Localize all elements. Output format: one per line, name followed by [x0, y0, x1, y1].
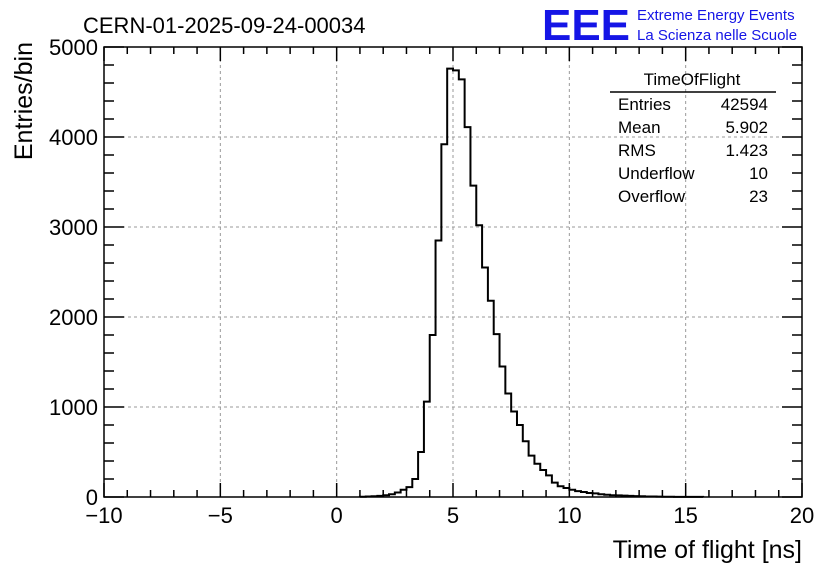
x-tick-label: 0 — [331, 503, 343, 528]
x-tick-label: 15 — [673, 503, 697, 528]
grid — [104, 47, 802, 497]
y-axis-label: Entries/bin — [10, 42, 38, 160]
stats-row-label: Entries — [618, 95, 671, 114]
stats-row-value: 42594 — [721, 95, 768, 114]
y-tick-label: 5000 — [49, 35, 98, 60]
stats-row-label: Mean — [618, 118, 661, 137]
y-tick-labels: 0 1000 2000 3000 4000 5000 — [49, 35, 98, 510]
chart-title: CERN-01-2025-09-24-00034 — [83, 13, 366, 38]
x-tick-label: 10 — [557, 503, 581, 528]
y-tick-label: 1000 — [49, 395, 98, 420]
logo-line-2: La Scienza nelle Scuole — [637, 27, 797, 44]
logo-line-1: Extreme Energy Events — [637, 7, 795, 24]
stats-row-label: RMS — [618, 141, 656, 160]
stats-box: TimeOfFlight Entries 42594 Mean 5.902 RMS 1.4… — [610, 70, 776, 206]
x-tick-label: −10 — [85, 503, 122, 528]
stats-row-value: 5.902 — [725, 118, 768, 137]
stats-row-label: Overflow — [618, 187, 686, 206]
x-axis-label: Time of flight [ns] — [613, 536, 802, 564]
stats-row-value: 1.423 — [725, 141, 768, 160]
stats-row-value: 10 — [749, 164, 768, 183]
stats-title: TimeOfFlight — [644, 70, 741, 89]
x-tick-labels: −10 −5 0 5 10 15 20 — [85, 503, 814, 528]
logo: EEE Extreme Energy Events La Scienza nel… — [542, 1, 797, 50]
y-tick-label: 3000 — [49, 215, 98, 240]
stats-rows: Entries 42594 Mean 5.902 RMS 1.423 Underflow 10… — [618, 95, 768, 206]
stats-row-value: 23 — [749, 187, 768, 206]
stats-row-label: Underflow — [618, 164, 695, 183]
y-tick-label: 4000 — [49, 125, 98, 150]
histogram-outline — [358, 67, 705, 498]
x-tick-label: 5 — [447, 503, 459, 528]
eee-logo-text: EEE — [542, 1, 630, 50]
axis-ticks — [103, 46, 803, 498]
y-tick-label: 0 — [86, 485, 98, 510]
x-tick-label: 20 — [790, 503, 814, 528]
y-tick-label: 2000 — [49, 305, 98, 330]
x-tick-label: −5 — [208, 503, 233, 528]
